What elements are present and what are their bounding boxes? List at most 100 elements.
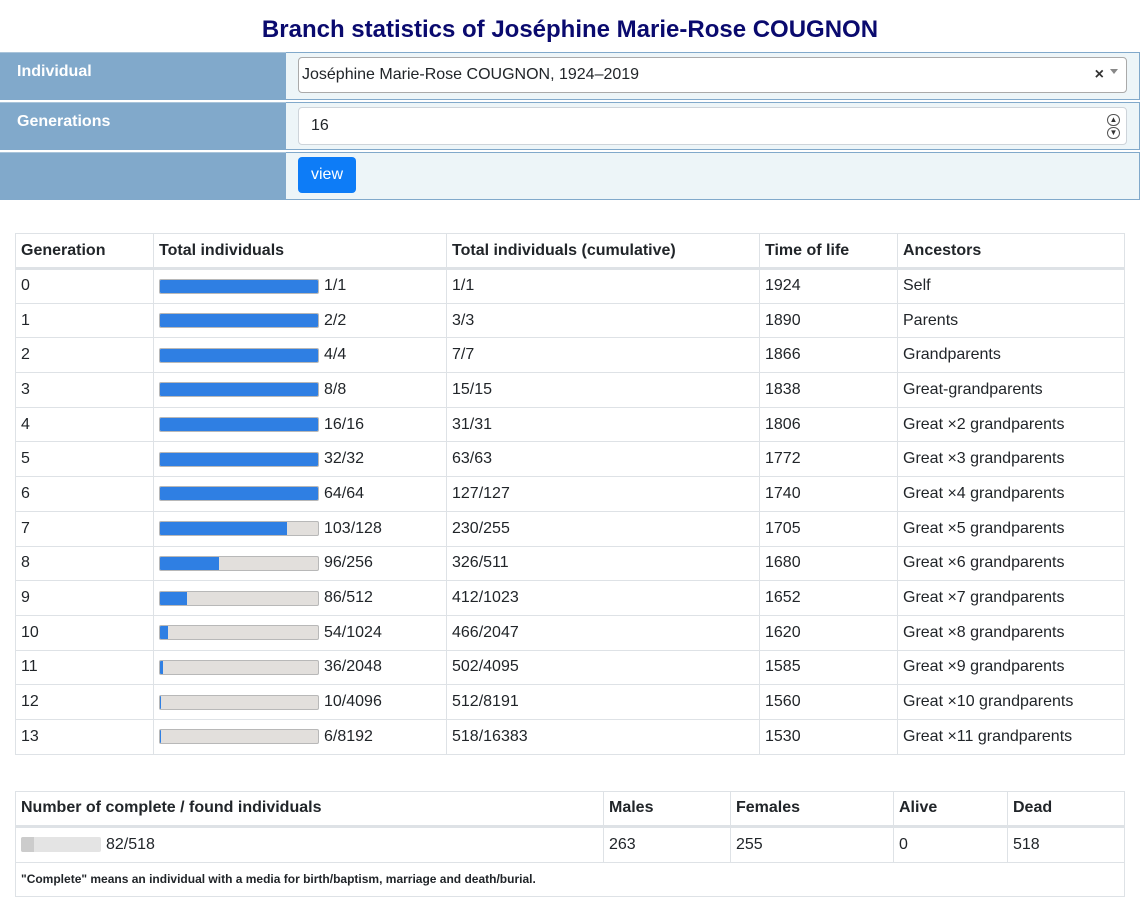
progress-bar: [159, 451, 319, 467]
column-header: Number of complete / found individuals: [15, 790, 604, 828]
individuals-count: 10/4096: [324, 693, 382, 711]
view-button[interactable]: view: [298, 157, 357, 193]
progress-bar: [159, 417, 319, 433]
cumulative-cell: 15/15: [446, 372, 760, 408]
dead-cell: 518: [1007, 825, 1125, 863]
column-header: Total individuals (cumulative): [446, 233, 760, 270]
table-row: 4 16/16 31/31 1806 Great ×2 grandparents: [15, 406, 1125, 443]
cumulative-cell: 7/7: [446, 337, 760, 374]
complete-progress-bar: [21, 837, 101, 853]
cumulative-cell: 3/3: [446, 302, 760, 339]
time-of-life-cell: 1560: [759, 684, 898, 720]
males-cell: 263: [603, 825, 731, 863]
individuals-count: 16/16: [324, 415, 365, 433]
table-row: 12 10/4096 512/8191 1560 Great ×10 grandpare…: [15, 684, 1125, 720]
table-row: 0 1/1 1/1 1924 Self: [15, 268, 1125, 304]
table-row: 11 36/2048 502/4095 1585 Great ×9 grandparen…: [15, 649, 1125, 686]
table-row: 9 86/512 412/1023 1652 Great ×7 grandparents: [15, 580, 1125, 616]
spin-up-icon[interactable]: ▲: [1107, 113, 1120, 126]
total-individuals-cell: 86/512: [153, 580, 447, 616]
chevron-down-icon[interactable]: [1110, 68, 1118, 74]
table-row: 13 6/8192 518/16383 1530 Great ×11 grandpare…: [15, 718, 1125, 755]
cumulative-cell: 230/255: [446, 510, 760, 547]
individuals-count: 64/64: [324, 484, 365, 502]
generations-label: Generations: [0, 102, 286, 150]
progress-bar: [159, 590, 319, 606]
ancestors-cell: Great ×11 grandparents: [897, 718, 1125, 755]
progress-bar: [159, 555, 319, 571]
progress-fill: [160, 660, 163, 674]
bar-wrap: 96/256: [159, 554, 441, 572]
alive-cell: 0: [893, 825, 1008, 863]
generations-row: Generations 16 ▲ ▼: [0, 102, 1140, 150]
table-row: 5 32/32 63/63 1772 Great ×3 grandparents: [15, 441, 1125, 478]
time-of-life-cell: 1680: [759, 545, 898, 582]
spin-down-icon[interactable]: ▼: [1107, 126, 1120, 139]
complete-cell: 82/518: [15, 825, 604, 863]
progress-fill: [160, 522, 288, 536]
complete-bar-cell: 82/518: [21, 836, 598, 854]
progress-fill: [160, 556, 220, 570]
summary-table: Number of complete / found individuals M…: [15, 790, 1125, 897]
individuals-count: 2/2: [324, 311, 347, 329]
table-row: 3 8/8 15/15 1838 Great-grandparents: [15, 372, 1125, 408]
close-icon[interactable]: ×: [1094, 66, 1104, 83]
individuals-count: 96/256: [324, 554, 373, 572]
ancestors-cell: Great-grandparents: [897, 372, 1125, 408]
table-row: 8 96/256 326/511 1680 Great ×6 grandparents: [15, 545, 1125, 582]
cumulative-cell: 1/1: [446, 268, 760, 304]
generation-cell: 0: [15, 268, 154, 304]
total-individuals-cell: 4/4: [153, 337, 447, 374]
column-header: Dead: [1007, 790, 1125, 828]
time-of-life-cell: 1705: [759, 510, 898, 547]
bar-wrap: 16/16: [159, 416, 441, 434]
time-of-life-cell: 1806: [759, 406, 898, 443]
column-header: Females: [730, 790, 894, 828]
bar-wrap: 86/512: [159, 589, 441, 607]
time-of-life-cell: 1585: [759, 649, 898, 686]
time-of-life-cell: 1924: [759, 268, 898, 304]
individuals-count: 103/128: [324, 519, 382, 537]
table-row: 10 54/1024 466/2047 1620 Great ×8 grandparen…: [15, 614, 1125, 651]
view-label-cell: [0, 152, 286, 200]
progress-fill: [160, 626, 169, 640]
table-row: 6 64/64 127/127 1740 Great ×4 grandparents: [15, 476, 1125, 512]
generations-field-wrap: 16 ▲ ▼: [286, 102, 1140, 150]
total-individuals-cell: 32/32: [153, 441, 447, 478]
bar-wrap: 32/32: [159, 450, 441, 468]
progress-fill: [160, 383, 318, 397]
bar-wrap: 1/1: [159, 277, 441, 295]
individuals-count: 4/4: [324, 346, 347, 364]
ancestors-cell: Great ×9 grandparents: [897, 649, 1125, 686]
generation-cell: 8: [15, 545, 154, 582]
progress-fill: [160, 487, 318, 501]
cumulative-cell: 326/511: [446, 545, 760, 582]
generations-input[interactable]: 16 ▲ ▼: [298, 107, 1127, 145]
bar-wrap: 36/2048: [159, 658, 441, 676]
individuals-count: 86/512: [324, 589, 373, 607]
individual-row: Individual Joséphine Marie-Rose COUGNON,…: [0, 52, 1140, 100]
time-of-life-cell: 1866: [759, 337, 898, 374]
total-individuals-cell: 8/8: [153, 372, 447, 408]
progress-bar: [159, 278, 319, 294]
spinner-icon[interactable]: ▲ ▼: [1107, 113, 1120, 139]
bar-wrap: 8/8: [159, 381, 441, 399]
generation-cell: 5: [15, 441, 154, 478]
column-header: Generation: [15, 233, 154, 270]
ancestors-cell: Great ×10 grandparents: [897, 684, 1125, 720]
bar-wrap: 103/128: [159, 520, 441, 538]
time-of-life-cell: 1652: [759, 580, 898, 616]
complete-progress-fill: [21, 837, 34, 853]
individual-select[interactable]: Joséphine Marie-Rose COUGNON, 1924–2019 …: [298, 57, 1127, 93]
individuals-count: 54/1024: [324, 623, 382, 641]
total-individuals-cell: 6/8192: [153, 718, 447, 755]
generation-cell: 9: [15, 580, 154, 616]
complete-count: 82/518: [106, 835, 155, 853]
ancestors-cell: Great ×6 grandparents: [897, 545, 1125, 582]
generation-stats-table: Generation Total individuals Total indiv…: [15, 233, 1125, 755]
ancestors-cell: Great ×5 grandparents: [897, 510, 1125, 547]
ancestors-cell: Great ×2 grandparents: [897, 406, 1125, 443]
bar-wrap: 54/1024: [159, 624, 441, 642]
total-individuals-cell: 16/16: [153, 406, 447, 443]
ancestors-cell: Great ×7 grandparents: [897, 580, 1125, 616]
